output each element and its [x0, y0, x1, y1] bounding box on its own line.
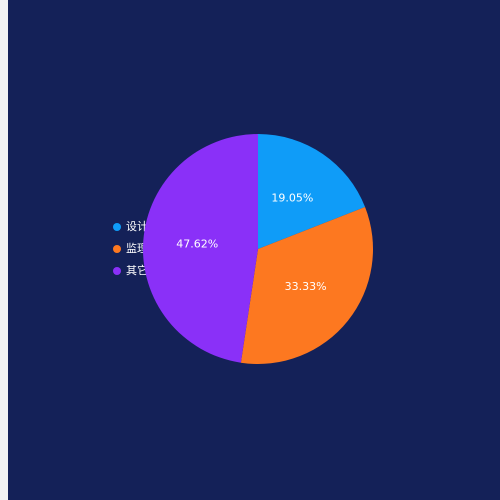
value-label: 47.62% [176, 237, 218, 250]
value-label: 33.33% [285, 280, 327, 293]
legend-swatch [113, 267, 121, 275]
legend-swatch [113, 223, 121, 231]
pie-slice [240, 207, 373, 365]
value-label: 19.05% [271, 192, 313, 205]
legend-label: 其它 [126, 263, 148, 277]
legend-swatch [113, 245, 121, 253]
legend-label: 监理 [126, 242, 148, 255]
pie-slice [258, 134, 366, 249]
legend-label: 设计 [126, 220, 148, 233]
pie-slice [143, 134, 258, 363]
